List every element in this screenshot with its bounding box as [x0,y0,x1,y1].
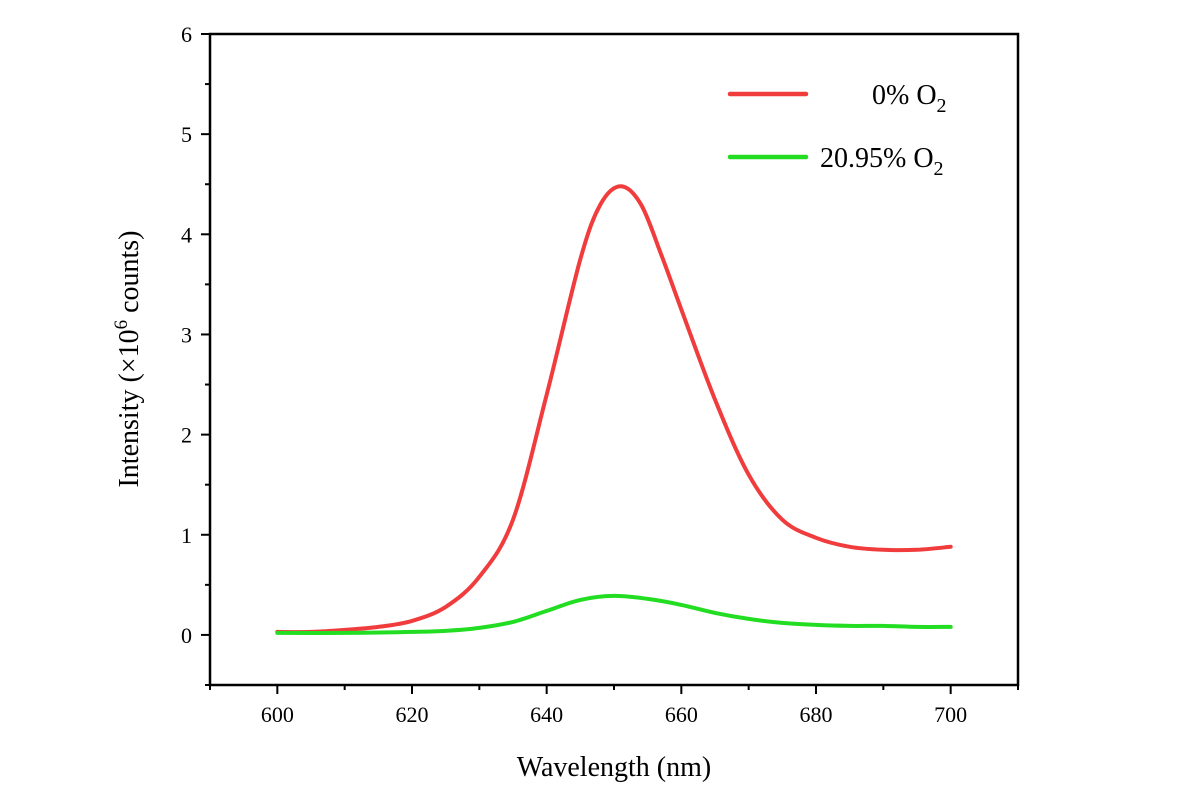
series-layer [275,184,953,635]
x-axis-ticks: 600 620 640 660 680 700 [209,685,1019,727]
x-tick-label: 600 [261,702,294,727]
x-tick-label: 620 [396,702,429,727]
y-axis-title-main: Intensity (×10 [114,329,145,487]
legend-label-1-sub: 2 [934,158,944,180]
y-tick-label: 0 [181,623,192,648]
x-tick-label: 680 [800,702,833,727]
legend-label-0-main: 0% O [872,80,937,111]
legend-label-1: 20.95% O2 [820,143,944,180]
legend-label-1-main: 20.95% O [820,143,934,174]
y-tick-label: 1 [181,523,192,548]
x-tick-label: 700 [934,702,967,727]
x-axis-title: Wavelength (nm) [517,752,711,783]
x-tick-label: 640 [530,702,563,727]
y-axis-ticks: 0 1 2 3 4 5 6 [181,22,210,686]
y-tick-label: 4 [181,222,192,247]
series-line-0 [275,184,953,635]
y-tick-label: 2 [181,423,192,448]
y-tick-label: 5 [181,122,192,147]
y-axis-title: Intensity (×106 counts) [111,230,145,487]
y-axis-title-tail: counts) [114,230,145,319]
legend: 0% O2 20.95% O2 [727,80,947,180]
y-tick-label: 6 [181,22,192,47]
legend-label-0: 0% O2 [872,80,947,117]
y-tick-label: 3 [181,322,192,347]
x-tick-label: 660 [665,702,698,727]
y-axis-title-superscript: 6 [111,320,132,330]
legend-label-0-sub: 2 [937,95,947,117]
series-line-1 [275,593,953,635]
plot-frame [208,32,1020,687]
